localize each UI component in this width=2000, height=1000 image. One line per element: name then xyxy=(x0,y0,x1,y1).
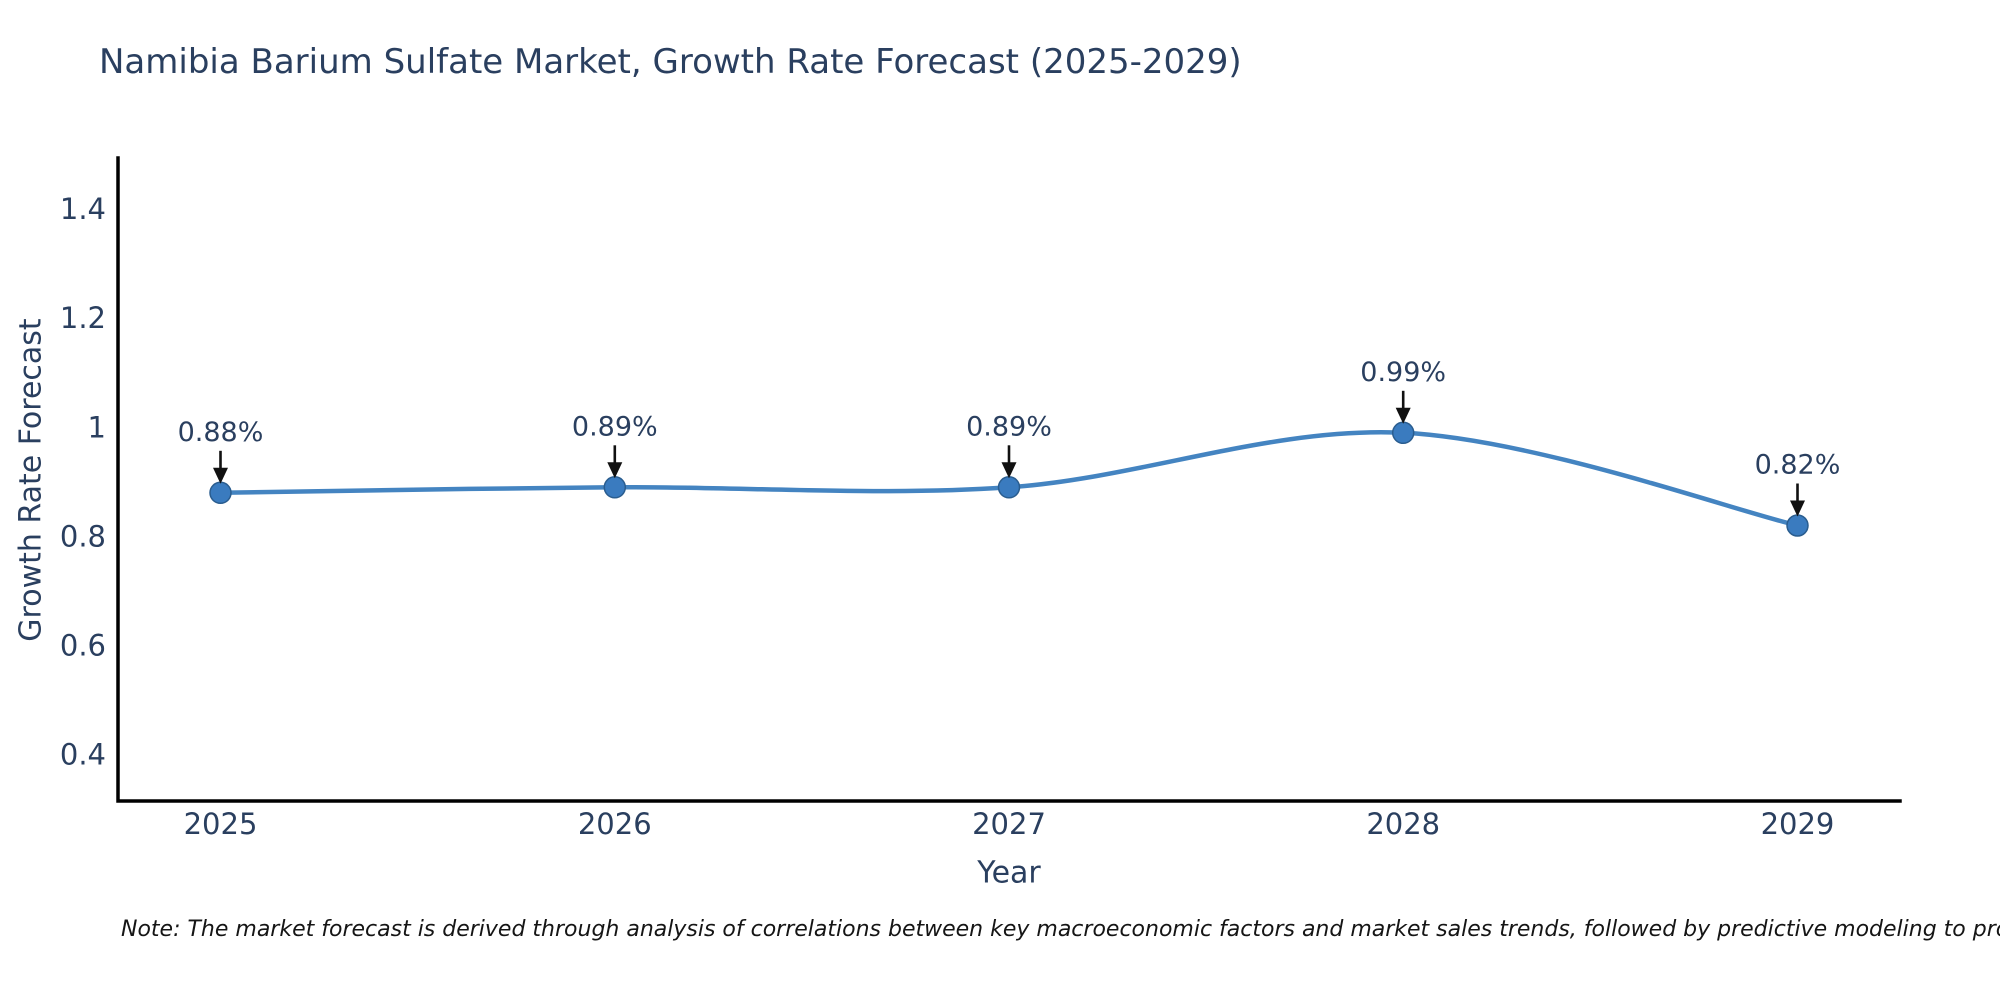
annotation-arrow-head xyxy=(1001,462,1017,479)
point-value-label: 0.89% xyxy=(572,411,658,442)
chart-title: Namibia Barium Sulfate Market, Growth Ra… xyxy=(99,42,1242,82)
axis-spines xyxy=(116,156,1902,803)
chart-note: Note: The market forecast is derived thr… xyxy=(121,917,2000,942)
x-tick-label: 2026 xyxy=(578,807,652,841)
data-point-marker xyxy=(1786,514,1809,537)
y-tick-label: 0.8 xyxy=(60,519,106,553)
y-axis-title: Growth Rate Forecast xyxy=(13,318,49,642)
point-value-label: 0.82% xyxy=(1755,450,1841,481)
annotation-arrow-head xyxy=(607,462,623,479)
x-axis-title: Year xyxy=(977,855,1041,891)
y-tick-label: 0.4 xyxy=(60,738,106,772)
y-tick-label: 1 xyxy=(88,410,106,444)
x-tick-label: 2029 xyxy=(1761,807,1835,841)
x-tick-label: 2027 xyxy=(972,807,1046,841)
point-value-label: 0.89% xyxy=(966,411,1052,442)
point-value-label: 0.88% xyxy=(178,417,264,448)
data-point-marker xyxy=(603,476,627,499)
y-tick-label: 1.2 xyxy=(60,301,106,335)
x-tick-label: 2028 xyxy=(1366,807,1440,841)
annotation-arrow-head xyxy=(213,467,228,484)
x-tick-label: 2025 xyxy=(184,807,258,841)
data-point-marker xyxy=(209,481,232,505)
y-tick-label: 0.6 xyxy=(60,629,106,663)
annotation-arrow-head xyxy=(1790,500,1805,517)
y-tick-label: 1.4 xyxy=(60,192,106,226)
data-point-marker xyxy=(1391,421,1415,445)
annotation-arrow-head xyxy=(1395,407,1411,424)
point-value-label: 0.99% xyxy=(1360,357,1446,388)
data-point-marker xyxy=(997,476,1021,499)
